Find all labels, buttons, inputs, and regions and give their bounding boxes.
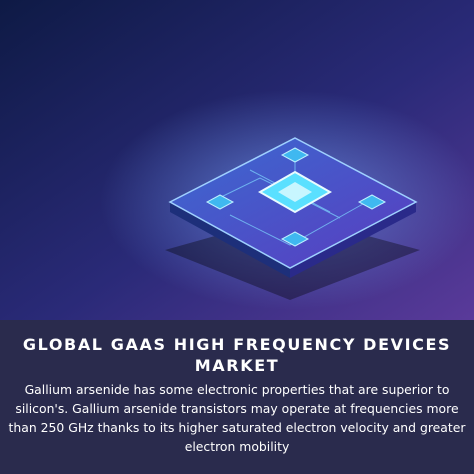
chip-side-right [290, 202, 416, 278]
light-streaks [187, 15, 401, 185]
text-panel [0, 320, 474, 474]
hero-image [0, 0, 474, 320]
description: Gallium arsenide has some electronic pro… [8, 382, 466, 454]
small-chips [205, 147, 387, 247]
title: GLOBAL GAAS HIGH FREQUENCY DEVICES MARKE… [22, 335, 452, 375]
chip-side-left [170, 202, 290, 278]
core-light [278, 182, 312, 202]
